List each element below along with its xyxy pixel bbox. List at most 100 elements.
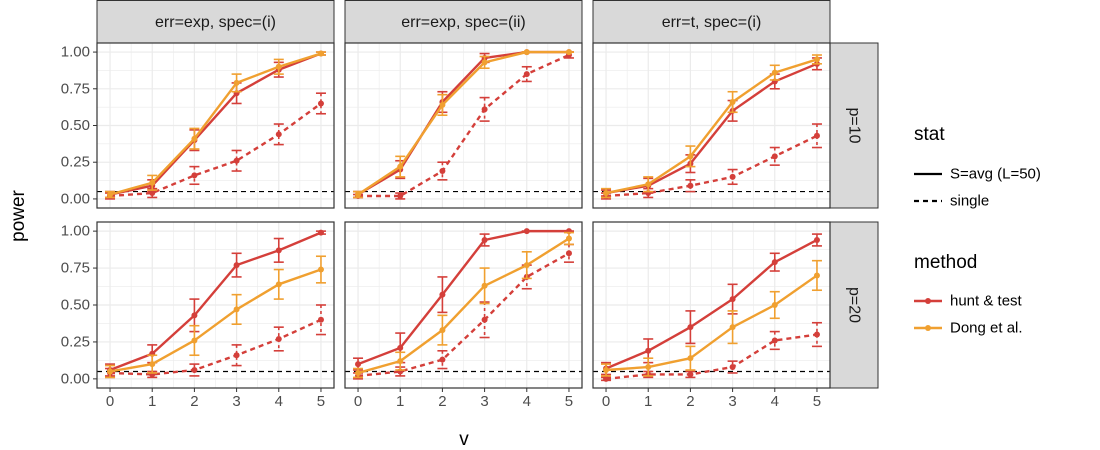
data-point	[645, 364, 652, 371]
data-point	[523, 228, 530, 235]
data-point	[439, 168, 446, 175]
y-tick-label: 0.50	[61, 117, 90, 134]
x-axis-title: v	[459, 429, 469, 450]
data-point	[729, 99, 736, 106]
data-point	[687, 324, 694, 331]
legend-label: S=avg (L=50)	[950, 166, 1041, 183]
x-tick-label: 0	[602, 393, 610, 410]
data-point	[813, 331, 820, 338]
data-point	[439, 327, 446, 334]
data-point	[813, 56, 820, 63]
y-axis-title: power	[8, 189, 29, 241]
data-point	[771, 153, 778, 160]
x-tick-label: 2	[686, 393, 694, 410]
legend-key-point	[925, 325, 931, 331]
panel	[592, 42, 831, 209]
facet-strip-row	[829, 42, 879, 209]
data-point	[233, 157, 240, 164]
facet-strip-col	[344, 0, 583, 44]
data-point	[233, 306, 240, 313]
data-point	[729, 173, 736, 180]
data-point	[603, 375, 610, 382]
data-point	[439, 291, 446, 298]
facet-label-col: err=t, spec=(i)	[662, 14, 762, 31]
error-bar	[273, 326, 284, 352]
series-line	[605, 134, 818, 198]
facet-label-row: p=10	[846, 107, 863, 143]
x-tick-label: 4	[771, 393, 779, 410]
y-tick-label: 0.50	[61, 297, 90, 314]
data-point	[771, 337, 778, 344]
data-point	[317, 316, 324, 323]
data-point	[439, 356, 446, 363]
x-tick-label: 0	[106, 393, 114, 410]
y-tick-label: 0.75	[61, 80, 90, 97]
series-line	[357, 237, 570, 375]
x-tick-label: 5	[565, 393, 573, 410]
facet-strip-row	[829, 221, 879, 389]
data-point	[813, 132, 820, 139]
data-point	[107, 191, 114, 198]
facet-label-col: err=exp, spec=(ii)	[401, 14, 526, 31]
series-line	[357, 50, 569, 196]
y-tick-label: 0.00	[61, 370, 90, 387]
x-tick-label: 3	[480, 393, 488, 410]
y-tick-label: 0.25	[61, 333, 90, 350]
panel-border	[344, 221, 583, 389]
y-tick-label: 1.00	[61, 223, 90, 240]
data-point	[275, 281, 282, 288]
legend-method: method hunt & test Dong et al.	[914, 252, 1023, 337]
data-point	[317, 266, 324, 273]
panel	[344, 221, 583, 389]
legend-stat: stat S=avg (L=50) single	[914, 124, 1041, 210]
data-point	[523, 49, 530, 56]
data-point	[645, 347, 652, 354]
series-line	[109, 102, 322, 198]
data-point	[565, 49, 572, 56]
data-point	[191, 135, 198, 142]
error-bar	[727, 360, 738, 374]
panel-border	[344, 42, 583, 209]
data-point	[191, 337, 198, 344]
data-point	[275, 335, 282, 342]
x-tick-label: 3	[728, 393, 736, 410]
panel	[96, 42, 335, 209]
data-point	[397, 344, 404, 351]
panel	[344, 42, 583, 209]
data-point	[687, 182, 694, 189]
legend-label: hunt & test	[950, 293, 1023, 310]
series-line	[605, 58, 818, 195]
data-point	[107, 368, 114, 375]
data-point	[481, 236, 488, 243]
error-bar	[273, 123, 284, 146]
x-tick-label: 1	[396, 393, 404, 410]
data-point	[771, 69, 778, 76]
data-point	[565, 250, 572, 257]
data-point	[687, 153, 694, 160]
series-line	[109, 231, 322, 372]
error-bar	[479, 96, 490, 122]
data-point	[275, 131, 282, 138]
data-point	[523, 262, 530, 269]
x-tick-label: 2	[190, 393, 198, 410]
data-point	[317, 100, 324, 107]
facet-strip-col	[96, 0, 335, 44]
series-line	[109, 52, 322, 196]
x-tick-label: 1	[644, 393, 652, 410]
data-point	[565, 235, 572, 242]
x-tick-label: 3	[232, 393, 240, 410]
y-tick-label: 0.25	[61, 154, 90, 171]
legend-key-point	[925, 298, 931, 304]
data-point	[355, 361, 362, 368]
data-point	[771, 302, 778, 308]
y-tick-label: 1.00	[61, 44, 90, 61]
y-tick-label: 0.75	[61, 260, 90, 277]
data-point	[275, 63, 282, 70]
error-bar	[189, 363, 200, 377]
data-point	[275, 247, 282, 254]
facet-label-row: p=20	[846, 287, 863, 323]
data-point	[191, 312, 198, 319]
data-point	[317, 50, 324, 57]
data-point	[603, 190, 610, 197]
data-point	[645, 181, 652, 188]
